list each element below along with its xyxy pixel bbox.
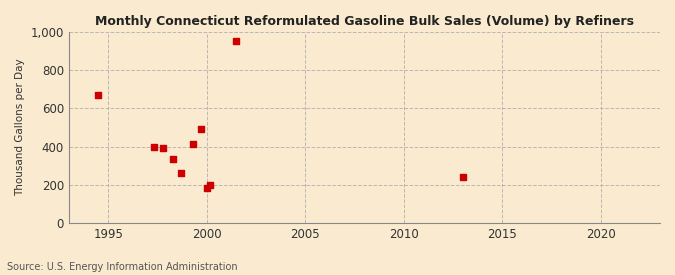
Text: Source: U.S. Energy Information Administration: Source: U.S. Energy Information Administ… xyxy=(7,262,238,272)
Point xyxy=(176,171,186,175)
Point xyxy=(196,127,207,131)
Point xyxy=(188,141,198,146)
Point xyxy=(93,93,104,97)
Y-axis label: Thousand Gallons per Day: Thousand Gallons per Day xyxy=(15,59,25,196)
Point xyxy=(458,175,468,179)
Point xyxy=(201,185,212,190)
Title: Monthly Connecticut Reformulated Gasoline Bulk Sales (Volume) by Refiners: Monthly Connecticut Reformulated Gasolin… xyxy=(95,15,634,28)
Point xyxy=(205,183,215,187)
Point xyxy=(148,144,159,149)
Point xyxy=(158,146,169,151)
Point xyxy=(231,39,242,44)
Point xyxy=(168,157,179,161)
